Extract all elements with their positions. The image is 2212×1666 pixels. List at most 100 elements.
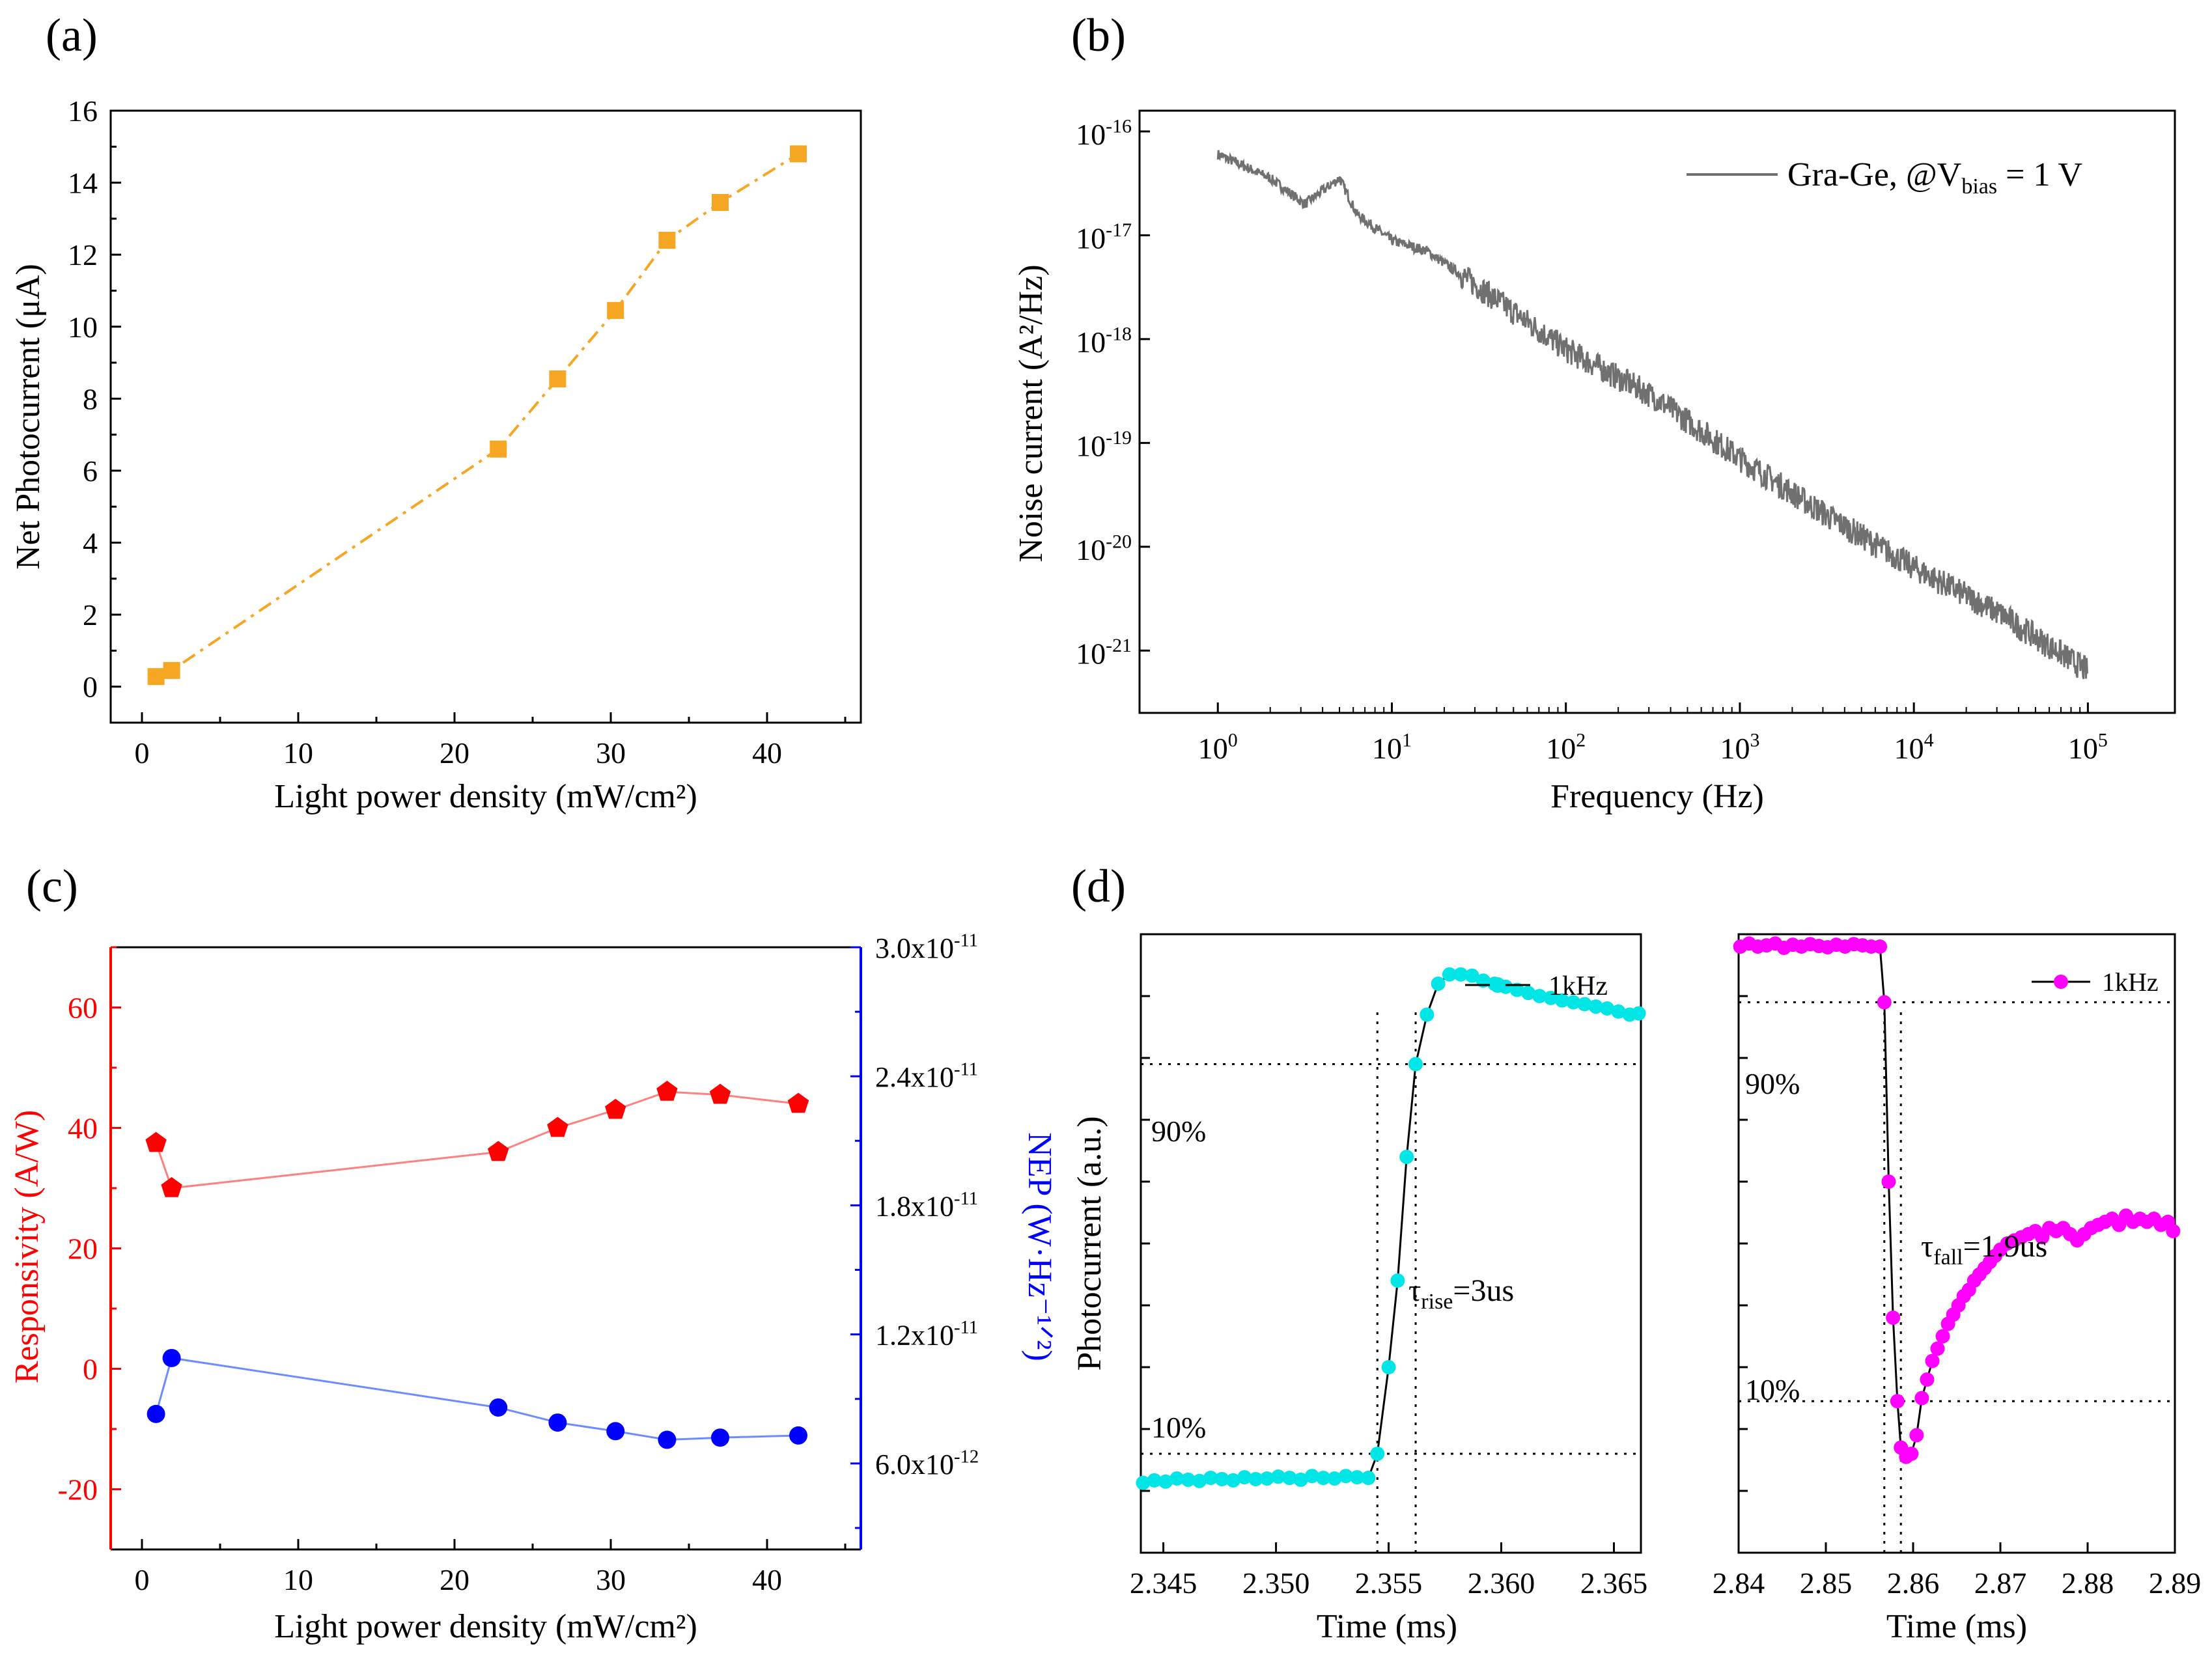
y-left-tick-label: 20 <box>68 1232 98 1266</box>
legend-marker-rise <box>1490 977 1505 993</box>
panel-d-fall-chart: 2.84 2.85 2.86 2.87 2.88 2.89 1kHz 90% 10% τf… <box>1713 933 2202 1645</box>
y-left-tick-label: -20 <box>58 1473 98 1506</box>
data-point-nep <box>789 1426 807 1445</box>
data-point-photocurrent <box>1588 999 1603 1014</box>
x-tick-label: 103 <box>1720 730 1759 765</box>
data-point-photocurrent <box>1566 995 1581 1010</box>
panel-c-label: (c) <box>26 860 78 912</box>
data-point-photocurrent <box>1904 1447 1919 1461</box>
panel-a-xlabel: Light power density (mW/cm²) <box>274 778 697 815</box>
data-point-responsivity <box>547 1117 568 1137</box>
legend-label-noise: Gra-Ge, @Vbias = 1 V <box>1787 156 2082 199</box>
data-point-photocurrent <box>1631 1006 1646 1021</box>
data-point-responsivity <box>787 1092 809 1113</box>
panel-c-ylabel-left: Responsivity (A/W) <box>8 1110 46 1383</box>
data-point-photocurrent <box>1453 967 1468 982</box>
data-point-photocurrent <box>1338 1469 1353 1484</box>
data-point-photocurrent <box>1158 1474 1173 1489</box>
series-line-photocurrent <box>1143 973 1639 1484</box>
data-point-photocurrent <box>1532 989 1547 1003</box>
data-point-photocurrent <box>1509 982 1524 997</box>
series-line-nep <box>155 1357 799 1441</box>
panel-d-fall-xlabel: Time (ms) <box>1886 1608 2027 1645</box>
legend-marker-fall <box>2054 975 2068 989</box>
data-point-photocurrent <box>1554 993 1569 1008</box>
x-tick-label: 2.345 <box>1130 1566 1197 1600</box>
data-point-nep <box>606 1422 625 1441</box>
y-tick-label: 6 <box>83 454 98 488</box>
x-tick-label: 10 <box>283 736 313 770</box>
data-point-photocurrent <box>1381 1360 1396 1374</box>
panel-b-label: (b) <box>1071 9 1126 61</box>
series-line-net-photocurrent <box>155 152 800 678</box>
x-tick-label: 30 <box>596 1563 626 1596</box>
data-point-photocurrent <box>1316 1471 1331 1486</box>
y-tick-label: 4 <box>83 527 98 560</box>
panel-b-xlabel: Frequency (Hz) <box>1550 778 1764 815</box>
x-tick-label: 40 <box>752 736 782 770</box>
data-point-net-photocurrent <box>712 194 729 211</box>
y-tick-label: 2 <box>83 598 98 632</box>
data-point-photocurrent <box>1521 986 1536 1001</box>
x-tick-label: 2.88 <box>2062 1566 2114 1600</box>
data-point-responsivity <box>656 1081 678 1101</box>
data-point-photocurrent <box>1399 1150 1414 1164</box>
data-point-photocurrent <box>1361 1471 1376 1486</box>
y-tick-label: 10-17 <box>1076 219 1132 255</box>
data-point-photocurrent <box>1442 967 1457 982</box>
y-right-tick-label: 6.0x10-12 <box>875 1447 979 1480</box>
x-tick-label: 101 <box>1372 730 1412 765</box>
data-point-net-photocurrent <box>163 661 180 679</box>
data-point-photocurrent <box>1890 1394 1905 1409</box>
data-point-photocurrent <box>1930 1341 1945 1356</box>
y-tick-label: 10-18 <box>1076 323 1132 358</box>
data-point-nep <box>658 1430 677 1449</box>
data-point-photocurrent <box>1147 1473 1162 1488</box>
y-tick-label: 0 <box>83 671 98 704</box>
x-tick-label: 102 <box>1546 730 1586 765</box>
x-tick-label: 2.84 <box>1713 1566 1765 1600</box>
label-90-fall: 90% <box>1745 1067 1800 1100</box>
series-line-noise-spectrum <box>1216 150 2089 680</box>
data-point-net-photocurrent <box>147 668 165 686</box>
data-point-photocurrent <box>1909 1428 1924 1443</box>
panel-b-frame <box>1138 109 2176 714</box>
data-point-photocurrent <box>1248 1471 1263 1486</box>
panel-d-rise-chart: 2.345 2.350 2.355 2.360 2.365 1kHz 90% 10% τ… <box>1071 933 1647 1645</box>
panel-d-label: (d) <box>1071 860 1126 912</box>
data-point-photocurrent <box>1237 1470 1252 1485</box>
panel-a-ylabel: Net Photocurrent (μA) <box>10 264 47 570</box>
y-tick-label: 10-20 <box>1076 531 1132 566</box>
y-tick-label: 16 <box>68 94 98 128</box>
label-10-rise: 10% <box>1151 1411 1206 1444</box>
series-line-responsivity <box>155 1090 799 1189</box>
data-point-photocurrent <box>1169 1471 1184 1486</box>
data-point-photocurrent <box>1192 1473 1207 1488</box>
legend-label-rise: 1kHz <box>1548 971 1608 1001</box>
data-point-photocurrent <box>1935 1329 1950 1344</box>
panel-d-fall-legend: 1kHz <box>2032 967 2159 997</box>
data-point-nep <box>489 1398 508 1417</box>
x-tick-label: 40 <box>752 1563 782 1596</box>
y-left-tick-label: 60 <box>68 992 98 1025</box>
y-right-tick-label: 3.0x10-11 <box>875 930 978 964</box>
tau-fall-label: τfall=1.9us <box>1921 1229 2047 1270</box>
data-point-photocurrent <box>1914 1391 1929 1406</box>
data-point-net-photocurrent <box>790 145 807 163</box>
legend-label-fall: 1kHz <box>2102 967 2159 997</box>
x-tick-label: 0 <box>135 1563 150 1596</box>
x-tick-label: 20 <box>440 1563 469 1596</box>
data-point-net-photocurrent <box>490 440 507 458</box>
data-point-photocurrent <box>1577 997 1592 1012</box>
data-point-net-photocurrent <box>549 370 567 387</box>
y-tick-label: 10-19 <box>1076 427 1132 462</box>
x-tick-label: 2.89 <box>2149 1566 2202 1600</box>
x-tick-label: 2.85 <box>1800 1566 1853 1600</box>
data-point-responsivity <box>605 1098 626 1119</box>
panel-b-legend: Gra-Ge, @Vbias = 1 V <box>1687 156 2082 199</box>
y-right-tick-label: 2.4x10-11 <box>875 1060 978 1094</box>
data-point-photocurrent <box>1543 990 1558 1005</box>
panel-d-rise-xlabel: Time (ms) <box>1317 1608 1457 1645</box>
data-point-photocurrent <box>1925 1354 1940 1368</box>
